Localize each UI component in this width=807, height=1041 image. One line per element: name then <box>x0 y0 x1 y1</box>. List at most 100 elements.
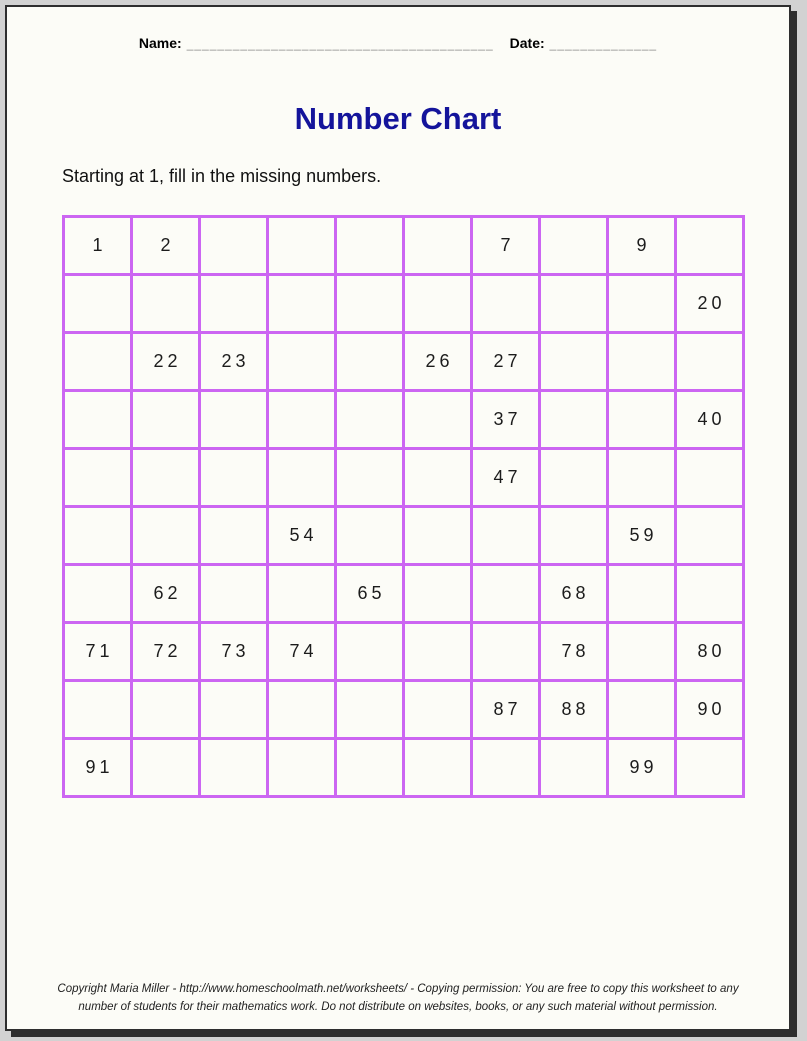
grid-cell-empty[interactable] <box>677 566 742 621</box>
grid-cell-empty[interactable] <box>473 624 538 679</box>
worksheet-page: Name: __________________________________… <box>5 5 791 1031</box>
copyright-footer: Copyright Maria Miller - http://www.home… <box>7 980 789 1016</box>
grid-cell-empty[interactable] <box>337 682 402 737</box>
grid-cell-empty[interactable] <box>609 334 674 389</box>
grid-cell-empty[interactable] <box>269 682 334 737</box>
grid-cell-empty[interactable] <box>541 218 606 273</box>
grid-cell-empty[interactable] <box>609 276 674 331</box>
page-title: Number Chart <box>294 101 502 136</box>
grid-cell-empty[interactable] <box>133 682 198 737</box>
grid-cell-empty[interactable] <box>65 450 130 505</box>
copyright-line-1: Copyright Maria Miller - http://www.home… <box>57 983 739 995</box>
grid-cell-filled: 37 <box>473 392 538 447</box>
grid-cell-empty[interactable] <box>609 566 674 621</box>
grid-cell-empty[interactable] <box>541 276 606 331</box>
grid-cell-empty[interactable] <box>405 624 470 679</box>
grid-cell-empty[interactable] <box>269 276 334 331</box>
grid-cell-filled: 1 <box>65 218 130 273</box>
grid-cell-empty[interactable] <box>201 450 266 505</box>
grid-cell-empty[interactable] <box>337 276 402 331</box>
grid-cell-empty[interactable] <box>201 218 266 273</box>
grid-cell-filled: 7 <box>473 218 538 273</box>
grid-cell-empty[interactable] <box>677 508 742 563</box>
grid-cell-empty[interactable] <box>201 566 266 621</box>
grid-cell-empty[interactable] <box>269 334 334 389</box>
grid-cell-empty[interactable] <box>65 334 130 389</box>
grid-cell-filled: 68 <box>541 566 606 621</box>
grid-cell-empty[interactable] <box>405 508 470 563</box>
grid-cell-empty[interactable] <box>541 508 606 563</box>
grid-cell-empty[interactable] <box>201 276 266 331</box>
grid-cell-empty[interactable] <box>269 450 334 505</box>
grid-cell-empty[interactable] <box>269 392 334 447</box>
grid-cell-filled: 87 <box>473 682 538 737</box>
grid-cell-filled: 99 <box>609 740 674 795</box>
date-fill-line[interactable]: ______________ <box>549 37 658 51</box>
grid-cell-filled: 71 <box>65 624 130 679</box>
grid-cell-empty[interactable] <box>609 682 674 737</box>
grid-cell-empty[interactable] <box>541 450 606 505</box>
grid-cell-empty[interactable] <box>473 276 538 331</box>
grid-cell-empty[interactable] <box>541 740 606 795</box>
grid-cell-empty[interactable] <box>609 450 674 505</box>
grid-cell-empty[interactable] <box>65 508 130 563</box>
grid-cell-empty[interactable] <box>405 566 470 621</box>
grid-cell-empty[interactable] <box>65 392 130 447</box>
grid-cell-empty[interactable] <box>337 740 402 795</box>
grid-cell-empty[interactable] <box>337 508 402 563</box>
grid-cell-empty[interactable] <box>337 450 402 505</box>
grid-cell-filled: 62 <box>133 566 198 621</box>
grid-cell-empty[interactable] <box>677 218 742 273</box>
grid-cell-empty[interactable] <box>269 740 334 795</box>
grid-cell-empty[interactable] <box>541 392 606 447</box>
grid-cell-empty[interactable] <box>133 392 198 447</box>
grid-cell-empty[interactable] <box>269 218 334 273</box>
grid-cell-empty[interactable] <box>133 450 198 505</box>
grid-cell-empty[interactable] <box>65 566 130 621</box>
grid-cell-empty[interactable] <box>541 334 606 389</box>
grid-cell-filled: 78 <box>541 624 606 679</box>
grid-cell-empty[interactable] <box>405 218 470 273</box>
name-label: Name: <box>138 35 182 51</box>
grid-cell-empty[interactable] <box>405 276 470 331</box>
grid-cell-empty[interactable] <box>201 392 266 447</box>
grid-cell-empty[interactable] <box>405 740 470 795</box>
copyright-line-2: number of students for their mathematics… <box>78 1001 718 1013</box>
grid-cell-filled: 2 <box>133 218 198 273</box>
grid-cell-empty[interactable] <box>405 392 470 447</box>
grid-cell-empty[interactable] <box>65 682 130 737</box>
grid-cell-empty[interactable] <box>473 740 538 795</box>
grid-cell-empty[interactable] <box>133 508 198 563</box>
grid-cell-filled: 40 <box>677 392 742 447</box>
grid-cell-filled: 74 <box>269 624 334 679</box>
grid-cell-filled: 26 <box>405 334 470 389</box>
grid-cell-empty[interactable] <box>337 392 402 447</box>
grid-cell-filled: 72 <box>133 624 198 679</box>
grid-cell-empty[interactable] <box>609 624 674 679</box>
date-label: Date: <box>509 35 545 51</box>
grid-cell-filled: 80 <box>677 624 742 679</box>
grid-cell-empty[interactable] <box>677 450 742 505</box>
grid-cell-empty[interactable] <box>473 566 538 621</box>
grid-cell-empty[interactable] <box>405 450 470 505</box>
grid-cell-empty[interactable] <box>337 334 402 389</box>
grid-cell-filled: 23 <box>201 334 266 389</box>
header: Name: __________________________________… <box>7 35 789 51</box>
grid-cell-empty[interactable] <box>609 392 674 447</box>
grid-cell-empty[interactable] <box>269 566 334 621</box>
grid-cell-filled: 9 <box>609 218 674 273</box>
grid-cell-empty[interactable] <box>337 218 402 273</box>
grid-cell-empty[interactable] <box>473 508 538 563</box>
grid-cell-empty[interactable] <box>201 682 266 737</box>
grid-cell-empty[interactable] <box>201 740 266 795</box>
grid-cell-empty[interactable] <box>133 740 198 795</box>
grid-cell-empty[interactable] <box>201 508 266 563</box>
grid-cell-empty[interactable] <box>677 740 742 795</box>
name-fill-line[interactable]: ________________________________________ <box>186 37 494 51</box>
grid-cell-empty[interactable] <box>337 624 402 679</box>
grid-cell-empty[interactable] <box>133 276 198 331</box>
grid-cell-empty[interactable] <box>405 682 470 737</box>
grid-cell-empty[interactable] <box>677 334 742 389</box>
grid-cell-empty[interactable] <box>65 276 130 331</box>
grid-cell-filled: 20 <box>677 276 742 331</box>
